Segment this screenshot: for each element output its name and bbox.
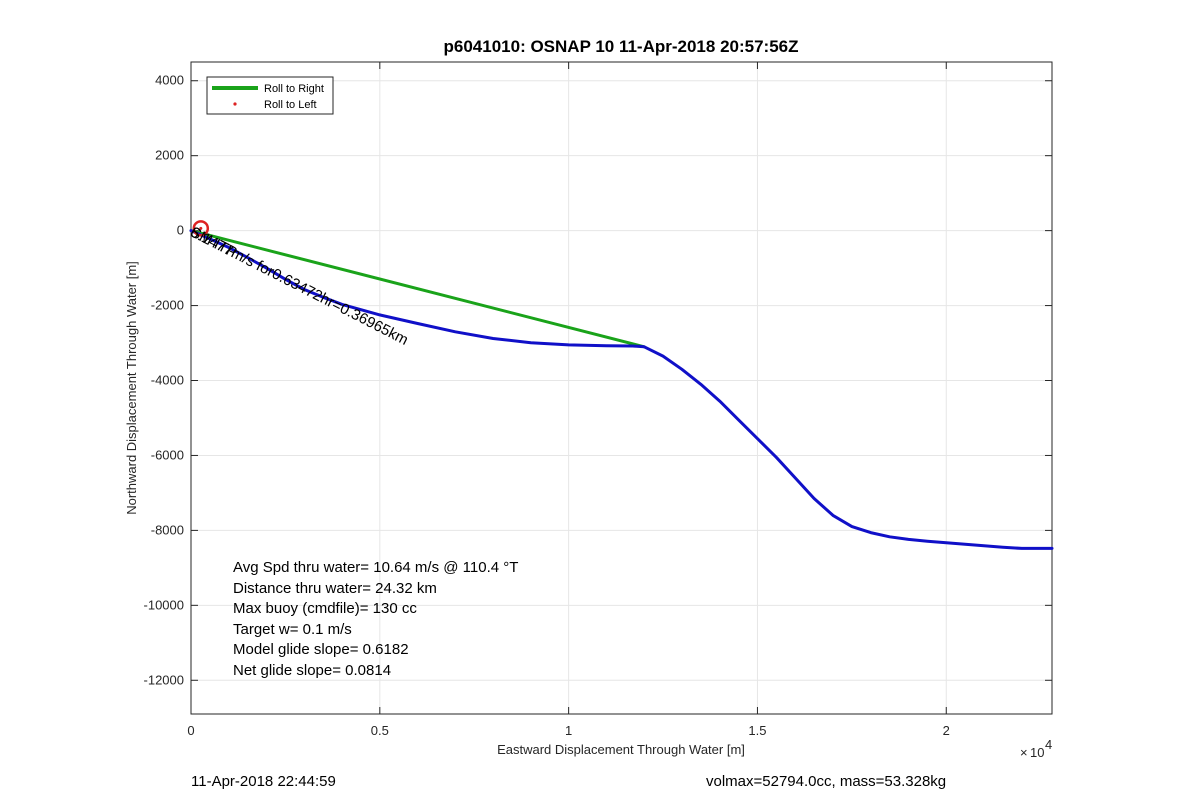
grid	[190, 62, 1052, 714]
footer-volmax-mass: volmax=52794.0cc, mass=53.328kg	[706, 773, 947, 790]
legend-label-roll-left: Roll to Left	[264, 99, 317, 111]
roll-left-point	[199, 226, 203, 230]
y-tick-label: 2000	[155, 148, 184, 163]
x-tick-label: 2	[943, 723, 950, 738]
ticks: 0 0.5 1 1.5 2 4000 2000 0 -2000 -4000 -6000 -8000 -1…	[144, 62, 1052, 738]
stat-distance: Distance thru water= 24.32 km	[233, 580, 437, 597]
y-tick-label: -12000	[144, 672, 184, 687]
roll-right-line	[189, 229, 646, 349]
stat-model-glide: Model glide slope= 0.6182	[233, 641, 409, 658]
x-tick-label: 0.5	[371, 723, 389, 738]
stat-net-glide: Net glide slope= 0.0814	[233, 662, 391, 679]
x-tick-label: 0	[187, 723, 194, 738]
footer-timestamp: 11-Apr-2018 22:44:59	[191, 773, 336, 790]
track-line	[189, 229, 1054, 550]
y-tick-label: -2000	[151, 298, 184, 313]
x-tick-label: 1.5	[748, 723, 766, 738]
x-axis-label: Eastward Displacement Through Water [m]	[497, 742, 745, 757]
y-tick-label: -6000	[151, 447, 184, 462]
x-exponent: × 10 4	[1020, 737, 1052, 760]
x-tick-label: 1	[565, 723, 572, 738]
roll-left-marker	[192, 220, 210, 237]
chart-title: p6041010: OSNAP 10 11-Apr-2018 20:57:56Z	[444, 37, 799, 56]
stats-block: Avg Spd thru water= 10.64 m/s @ 110.4 °T…	[233, 559, 518, 679]
y-tick-label: 0	[177, 223, 184, 238]
legend-label-roll-right: Roll to Right	[264, 83, 324, 95]
stat-max-buoy: Max buoy (cmdfile)= 130 cc	[233, 600, 417, 617]
x-exponent-times: ×	[1020, 745, 1028, 760]
axes-box	[190, 61, 1053, 715]
y-axis-label: Northward Displacement Through Water [m]	[124, 261, 139, 515]
y-tick-label: 4000	[155, 73, 184, 88]
series-group	[189, 220, 1054, 550]
y-tick-label: -8000	[151, 522, 184, 537]
stat-target-w: Target w= 0.1 m/s	[233, 621, 352, 638]
y-tick-label: -4000	[151, 373, 184, 388]
legend-marker-roll-left	[233, 102, 237, 106]
y-tick-label: -10000	[144, 597, 184, 612]
legend-box	[206, 76, 334, 115]
legend: Roll to Right Roll to Left	[206, 76, 334, 115]
stat-avg-speed: Avg Spd thru water= 10.64 m/s @ 110.4 °T	[233, 559, 518, 576]
x-exponent-power: 4	[1045, 737, 1052, 752]
x-exponent-base: 10	[1030, 745, 1044, 760]
